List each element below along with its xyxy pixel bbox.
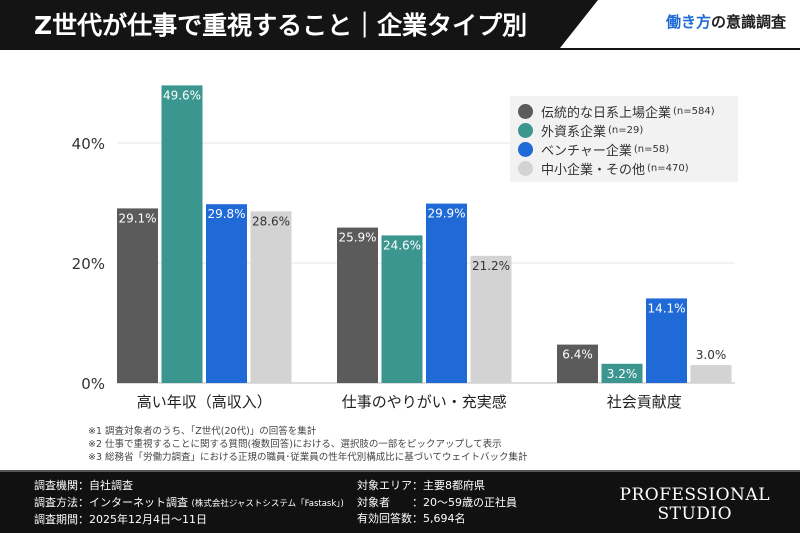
note: ※3 総務省「労働力調査」における正規の職員･従業員の性年代別構成比に基づいてウ…: [88, 452, 528, 463]
brand-highlight: 働き方: [665, 13, 711, 31]
y-tick-label: 40%: [72, 135, 105, 153]
logo-line: STUDIO: [657, 504, 733, 524]
legend-item: 外資系企業 (n=29): [518, 121, 730, 140]
bar: [161, 85, 203, 384]
bar: [206, 204, 247, 383]
data-label: 29.8%: [207, 207, 245, 221]
x-category-label: 仕事のやりがい・充実感: [342, 393, 507, 411]
survey-responses: 有効回答数：5,694名: [357, 512, 466, 525]
survey-target: 対象者 ：20〜59歳の正社員: [357, 495, 517, 509]
logo-line: PROFESSIONAL: [619, 485, 770, 505]
data-label: 24.6%: [383, 238, 421, 252]
professional-studio-logo: PROFESSIONAL STUDIO: [620, 486, 770, 524]
bar: [381, 235, 423, 383]
data-label: 28.6%: [252, 214, 290, 228]
bar: [117, 208, 158, 383]
legend-n: (n=58): [633, 144, 670, 155]
legend-label: 外資系企業: [541, 125, 607, 140]
legend-n: (n=29): [608, 125, 644, 136]
x-category-label: 高い年収（高収入）: [137, 393, 272, 411]
bar: [250, 211, 292, 383]
bar: [601, 363, 643, 383]
legend-label: 伝統的な日系上場企業: [541, 106, 672, 121]
bar: [690, 365, 732, 383]
legend-label: ベンチャー企業: [541, 144, 632, 159]
note: ※2 仕事で重視することに関する質問(複数回答)における、選択肢の一部をピックア…: [88, 439, 502, 450]
data-label: 3.2%: [607, 367, 638, 381]
legend-item: ベンチャー企業 (n=58): [518, 140, 730, 159]
data-label: 3.0%: [696, 348, 727, 362]
legend-item: 中小企業・その他 (n=470): [518, 159, 730, 178]
data-label: 29.1%: [118, 211, 156, 225]
y-tick-label: 0%: [81, 375, 105, 393]
legend: 伝統的な日系上場企業 (n=584) 外資系企業 (n=29) ベンチャー企業 (n=58…: [510, 96, 738, 182]
survey-method: 調査方法：インターネット調査 (株式会社ジャストシステム「Fastask」): [34, 495, 344, 513]
data-label: 29.9%: [427, 207, 465, 221]
data-label: 49.6%: [163, 88, 201, 102]
data-label: 14.1%: [647, 301, 685, 315]
note: ※1 調査対象者のうち、「Z世代(20代)」の回答を集計: [88, 426, 317, 437]
y-tick-label: 20%: [72, 255, 105, 273]
brand-rest: の意識調査: [710, 13, 786, 31]
survey-period: 調査期間：2025年12月4日〜11日: [34, 513, 207, 526]
bar-chart: 0% 20% 40% 29.1% 49.6% 29.8% 28.6% 高い年収（高収入） 25.…: [72, 85, 735, 411]
data-label: 6.4%: [562, 348, 593, 362]
survey-method-note: (株式会社ジャストシステム「Fastask」): [191, 498, 344, 509]
legend-n: (n=470): [647, 163, 689, 174]
x-category-label: 社会貢献度: [607, 393, 682, 411]
footer: 調査機関：自社調査 調査方法：インターネット調査 (株式会社ジャストシステム「F…: [0, 470, 800, 533]
bar: [470, 255, 512, 383]
survey-method-text: 調査方法：インターネット調査: [34, 495, 188, 509]
legend-n: (n=584): [673, 106, 715, 117]
data-label: 21.2%: [472, 259, 510, 273]
title-bar: [0, 0, 800, 50]
bar: [426, 203, 467, 383]
legend-swatch: [518, 161, 533, 176]
data-label: 25.9%: [338, 231, 376, 245]
legend-label: 中小企業・その他: [541, 163, 646, 178]
brand-label: 働き方の意識調査: [666, 11, 786, 32]
bar: [557, 344, 598, 383]
survey-area: 対象エリア：主要8都府県: [357, 479, 485, 492]
legend-swatch: [518, 104, 533, 119]
bar: [337, 227, 378, 383]
bar: [646, 298, 687, 383]
footnotes: ※1 調査対象者のうち、「Z世代(20代)」の回答を集計 ※2 仕事で重視するこ…: [88, 425, 528, 464]
legend-swatch: [518, 142, 533, 157]
legend-swatch: [518, 123, 533, 138]
survey-org: 調査機関：自社調査: [34, 479, 133, 492]
legend-item: 伝統的な日系上場企業 (n=584): [518, 102, 730, 121]
page-title: Z世代が仕事で重視すること｜企業タイプ別: [34, 11, 528, 40]
